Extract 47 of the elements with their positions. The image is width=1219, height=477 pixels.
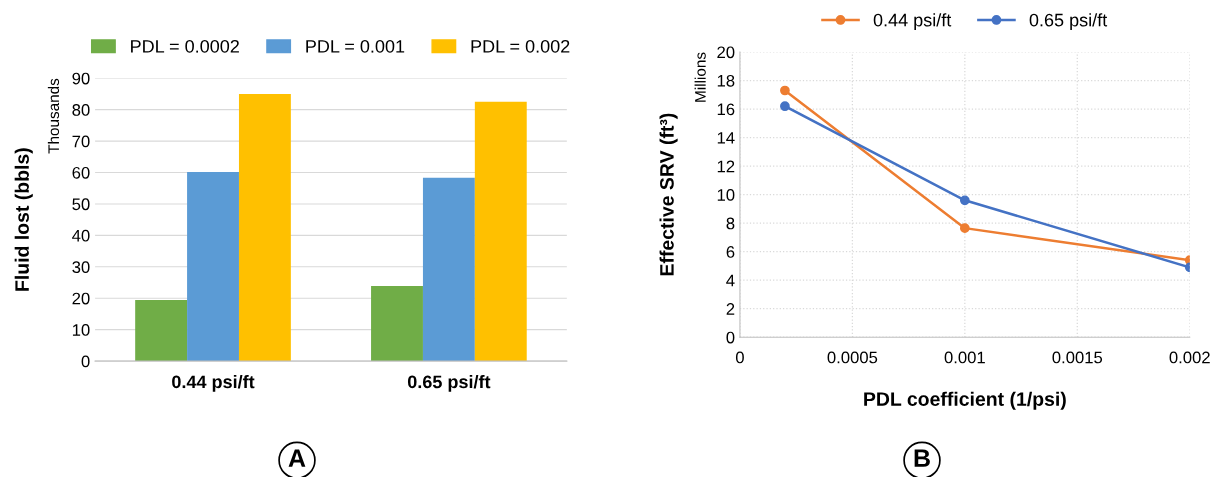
y-tick-label: 10 [717,189,735,201]
bar [371,285,423,362]
y-tick-label: 90 [72,72,90,85]
y-tick-label: 8 [726,217,735,230]
text: Thousands [47,78,60,154]
text: Millions [694,52,706,102]
legend-label: 0.65 psi/ft [1029,13,1108,31]
y-tick-label: 30 [72,261,90,274]
text: B [914,449,930,467]
y-tick-label: 50 [72,198,90,211]
y-tick-label: 20 [72,292,90,305]
point [959,223,970,233]
y-tick-label: 2 [726,303,735,315]
bar [422,177,475,362]
y-tick-label: 4 [726,274,735,287]
x-tick-label: 0.001 [944,351,985,364]
legend-label: PDL = 0.001 [306,39,405,53]
y-tick-label: 6 [726,246,735,258]
bar [135,300,188,362]
legend-label: PDL = 0.0002 [131,39,239,53]
x-tick-label: 0.0015 [1052,351,1103,364]
point [780,101,790,112]
point [959,195,970,206]
y-tick-label: 16 [717,103,735,116]
bar [474,101,527,362]
bar [238,93,291,362]
y-tick-label: 60 [72,166,90,179]
y-tick-label: 10 [72,324,90,336]
y-tick-label: 70 [72,135,90,148]
text: A [288,449,306,467]
y-tick-label: 20 [717,46,735,59]
legend-label: 0.44 psi/ft [873,13,952,31]
y-axis-title: Effective SRV (ft³) [659,113,678,276]
bar [187,171,239,362]
y-tick-label: 40 [72,229,90,242]
y-tick-label: 80 [72,104,90,116]
x-tick-label: 0 [735,351,744,364]
x-tick-label: 0.0005 [827,351,878,364]
y-axis-title: Fluid lost (bbls) [14,148,33,291]
y-tick-label: 12 [717,160,735,173]
x-axis-title: PDL coefficient (1/psi) [864,391,1066,410]
y-tick-label: 0 [726,331,735,344]
y-tick-label: 14 [717,132,735,144]
x-tick-label: 0.002 [1169,351,1210,364]
point [780,85,790,96]
y-tick-label: 18 [717,74,735,87]
legend-label: PDL = 0.002 [471,39,570,53]
